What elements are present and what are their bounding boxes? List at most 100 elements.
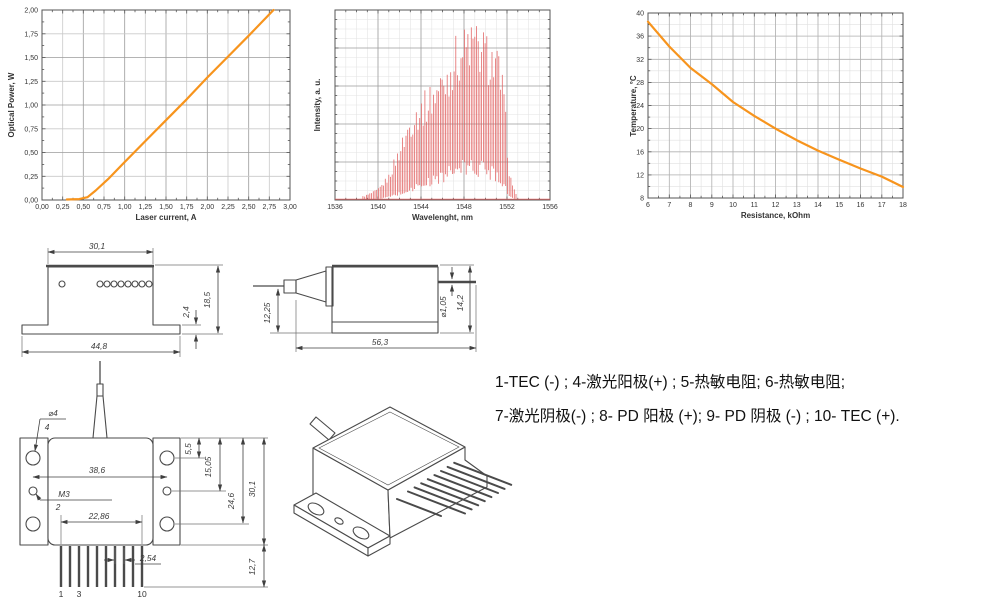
pinout-line1: 1-TEC (-) ; 4-激光阳极(+) ; 5-热敏电阻; 6-热敏电阻; (495, 374, 846, 391)
y-axis-label: Optical Power, W (7, 72, 16, 137)
x-tick-label: 1,75 (180, 204, 194, 211)
x-tick-label: 1,50 (159, 204, 173, 211)
y-tick-label: 1,50 (24, 55, 38, 62)
left-flange (19, 437, 49, 546)
x-tick-label: 6 (646, 202, 650, 209)
package-front-outline (21, 266, 181, 335)
top-view-drawing: 1 3 10 38,6 M3 2 ⌀4 4 22,86 2,54 5,5 15,… (19, 361, 268, 599)
dim-hole-offset: 5,5 (183, 443, 193, 455)
y-tick-label: 0,00 (24, 198, 38, 205)
y-tick-label: 0,75 (24, 126, 38, 133)
x-tick-label: 13 (793, 202, 801, 209)
dim-pin-span: 22,86 (88, 511, 110, 521)
flange-holes (307, 502, 370, 540)
dim-side-fiber-height: 12,25 (262, 302, 272, 323)
ntc-chart: 6 7 8 9 10 11 12 13 14 15 16 17 18 8 12 16 20 24 28 32 36 40 R… (629, 11, 907, 221)
spectrum-comb (362, 26, 517, 200)
x-axis-label: Resistance, kOhm (741, 211, 810, 220)
right-flange (152, 437, 181, 546)
pin-number-10: 10 (137, 589, 147, 599)
x-axis-label: Wavelenght, nm (412, 213, 473, 222)
series-line (646, 20, 905, 189)
pinout-line2: 7-激光阴极(-) ; 8- PD 阳极 (+); 9- PD 阴极 (-) ;… (495, 408, 900, 425)
y-tick-label: 28 (636, 80, 644, 87)
x-tick-label: 1548 (456, 204, 472, 211)
dim-front-flange-width: 44,8 (91, 341, 108, 351)
dim-side-pin-diameter: ⌀1,05 (438, 296, 448, 318)
axis-ticks (647, 12, 904, 199)
x-tick-label: 1544 (413, 204, 429, 211)
y-tick-label: 2,00 (24, 8, 38, 15)
package-pins (59, 546, 144, 587)
dim-front-flange-thickness: 2,4 (181, 306, 191, 319)
thread-qty: 2 (55, 502, 61, 512)
y-tick-label: 1,25 (24, 79, 38, 86)
dim-hole-offset-2: 24,6 (226, 493, 236, 511)
hole-diameter-spec: ⌀4 (48, 408, 58, 418)
x-tick-label: 8 (689, 202, 693, 209)
y-tick-label: 24 (636, 103, 644, 110)
spectrum-chart: 1536 1540 1544 1548 1552 1556 Wavelenght, nm In… (313, 9, 558, 222)
x-tick-label: 2,00 (200, 204, 214, 211)
plot-border (334, 9, 551, 201)
fiber-stub (309, 416, 336, 441)
x-tick-label: 16 (857, 202, 865, 209)
front-view-drawing: 30,1 44,8 18,5 2,4 (21, 241, 223, 357)
y-tick-label: 12 (636, 172, 644, 179)
y-tick-label: 40 (636, 11, 644, 18)
x-tick-label: 2,25 (221, 204, 235, 211)
li_curve-chart: 0,00 0,25 0,50 0,75 1,00 1,25 1,50 1,75 2,00 2,25… (7, 8, 297, 223)
y-tick-label: 20 (636, 126, 644, 133)
x-axis-label: Laser current, A (135, 213, 196, 222)
tick-labels: 1536 1540 1544 1548 1552 1556 (327, 204, 558, 211)
thread-spec: M3 (58, 489, 70, 499)
x-tick-label: 0,25 (56, 204, 70, 211)
y-tick-label: 32 (636, 57, 644, 64)
x-tick-label: 14 (814, 202, 822, 209)
pin-number-3: 3 (77, 589, 82, 599)
pinout-text: 1-TEC (-) ; 4-激光阳极(+) ; 5-热敏电阻; 6-热敏电阻; … (495, 366, 1000, 434)
y-tick-label: 1,00 (24, 103, 38, 110)
y-tick-label: 0,50 (24, 150, 38, 157)
package-pins-iso (396, 461, 513, 517)
x-tick-label: 1536 (327, 204, 343, 211)
dim-top-body-width: 38,6 (89, 465, 106, 475)
body-top-face (312, 406, 466, 491)
y-tick-label: 36 (636, 34, 644, 41)
x-tick-label: 1552 (499, 204, 515, 211)
dim-thread-offset: 15,05 (203, 456, 213, 477)
x-tick-label: 1556 (542, 204, 558, 211)
x-tick-label: 0,50 (76, 204, 90, 211)
pin-number-1: 1 (59, 589, 64, 599)
major-grid (42, 10, 290, 200)
side-view-drawing: 56,3 12,25 ⌀1,05 14,2 (253, 264, 477, 352)
y-tick-label: 8 (640, 196, 644, 203)
x-tick-label: 2,75 (262, 204, 276, 211)
x-tick-label: 2,50 (242, 204, 256, 211)
x-tick-label: 12 (772, 202, 780, 209)
y-tick-label: 1,75 (24, 31, 38, 38)
y-axis-label: Intensity, a. u. (313, 79, 322, 132)
fiber-snout (295, 270, 327, 303)
x-tick-label: 9 (710, 202, 714, 209)
y-axis-label: Temperature, °C (629, 75, 638, 137)
isometric-drawing (293, 406, 513, 557)
x-tick-label: 0,75 (97, 204, 111, 211)
tick-labels: 0,00 0,25 0,50 0,75 1,00 1,25 1,50 1,75 2,00 2,25… (24, 8, 297, 212)
x-tick-label: 1,25 (138, 204, 152, 211)
dim-pin-length: 12,7 (247, 559, 257, 576)
x-tick-label: 18 (899, 202, 907, 209)
y-tick-label: 0,25 (24, 174, 38, 181)
x-tick-label: 1540 (370, 204, 386, 211)
y-tick-label: 16 (636, 149, 644, 156)
dim-side-length: 56,3 (372, 337, 389, 347)
x-tick-label: 17 (878, 202, 886, 209)
x-tick-label: 3,00 (283, 204, 297, 211)
mounting-holes (25, 450, 175, 532)
x-tick-label: 0,00 (35, 204, 49, 211)
hole-qty: 4 (45, 422, 50, 432)
dim-side-height: 14,2 (455, 295, 465, 312)
major-grid (648, 13, 903, 198)
dim-top-depth: 30,1 (247, 481, 257, 497)
